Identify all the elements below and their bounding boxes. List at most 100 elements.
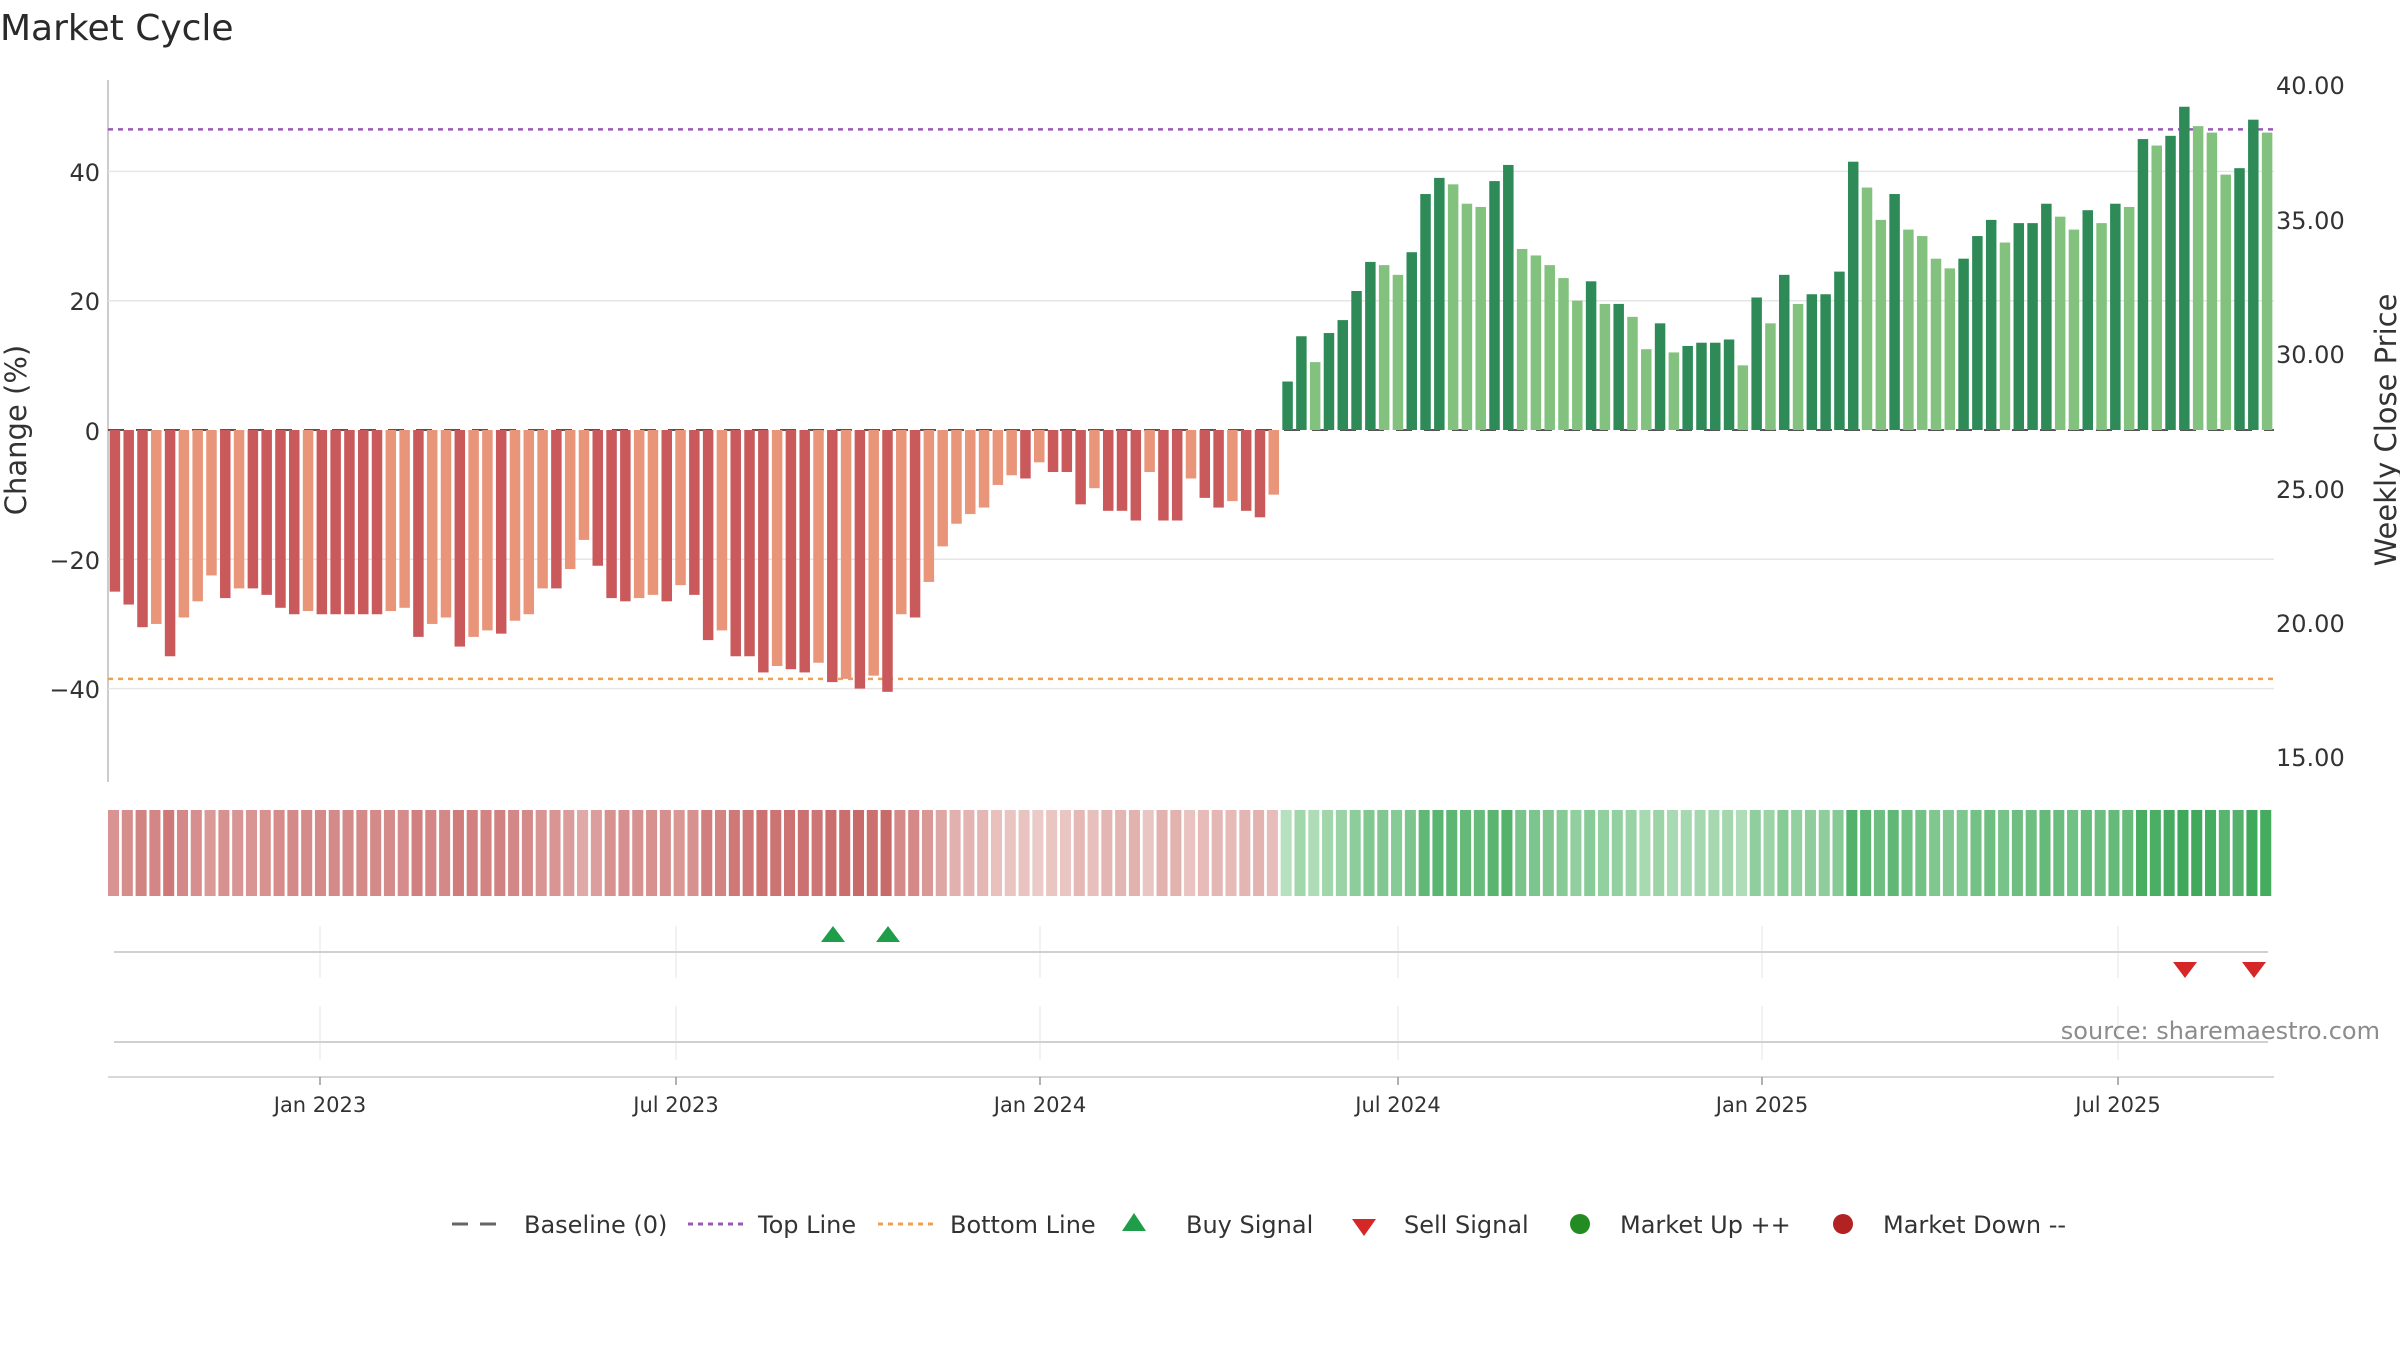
heat-cell <box>1680 810 1692 896</box>
y-right-tick: 40.00 <box>2276 72 2345 100</box>
heat-cell <box>632 810 644 896</box>
heat-cell <box>1377 810 1389 896</box>
legend-market-up-marker <box>1570 1214 1590 1234</box>
change-bar <box>1075 430 1086 505</box>
change-bar <box>2248 119 2259 431</box>
change-bar <box>261 430 272 595</box>
y-left-tick: 20 <box>69 288 100 316</box>
change-bar <box>399 430 410 608</box>
heat-cell <box>2080 810 2092 896</box>
change-bar <box>606 430 617 599</box>
change-bar <box>1806 294 1818 430</box>
heat-cell <box>1197 810 1209 896</box>
change-bar <box>1585 281 1597 430</box>
change-bar <box>1668 352 1680 430</box>
heat-cell <box>1087 810 1099 896</box>
legend: Baseline (0) Top Line Bottom Line Buy Si… <box>452 1211 2066 1239</box>
legend-market-up-label: Market Up ++ <box>1620 1211 1791 1239</box>
change-bar <box>716 430 728 631</box>
change-bar <box>1641 349 1652 430</box>
heat-cell <box>659 810 671 896</box>
heat-cell <box>370 810 382 896</box>
heat-cell <box>1929 810 1941 896</box>
change-bar <box>744 430 755 657</box>
y-left-axis-title: Change (%) <box>0 345 33 515</box>
heat-cell <box>825 810 837 896</box>
change-bar <box>1392 274 1404 430</box>
change-bar <box>647 430 659 595</box>
heat-cell <box>287 810 299 896</box>
heat-cell <box>135 810 147 896</box>
change-bar <box>1847 161 1859 430</box>
heat-cell <box>273 810 285 896</box>
change-bar <box>909 430 921 618</box>
heat-cell <box>439 810 451 896</box>
change-bar <box>1613 303 1624 430</box>
change-bar <box>1489 181 1500 430</box>
change-bar <box>2234 168 2245 431</box>
heat-cell <box>2025 810 2037 896</box>
heat-cell <box>866 810 878 896</box>
change-bar <box>2179 106 2190 430</box>
change-bar <box>785 430 797 670</box>
heat-cell <box>1639 810 1651 896</box>
change-bar <box>978 430 990 508</box>
change-bar <box>1144 430 1155 473</box>
change-bar <box>192 430 203 602</box>
heat-cell <box>1059 810 1071 896</box>
legend-bottom-line-label: Bottom Line <box>950 1211 1096 1239</box>
heat-cell <box>2039 810 2051 896</box>
change-bar <box>1834 271 1845 430</box>
change-bar <box>220 430 231 599</box>
heat-cell <box>245 810 257 896</box>
heat-cell <box>646 810 658 896</box>
change-bar <box>1751 297 1762 430</box>
heat-cell <box>1170 810 1182 896</box>
x-date-tick: Jul 2025 <box>2073 1093 2160 1117</box>
change-bar <box>2206 132 2218 431</box>
heat-cell <box>1253 810 1265 896</box>
axis-ticks <box>319 1077 2119 1085</box>
heat-cell <box>1142 810 1154 896</box>
heat-cell <box>1418 810 1430 896</box>
change-bar <box>1268 430 1280 495</box>
change-bar <box>1102 430 1114 511</box>
change-bar <box>537 430 548 589</box>
heat-cell <box>1749 810 1761 896</box>
change-bar <box>2151 145 2162 431</box>
change-bar <box>164 430 176 657</box>
heat-cell <box>1294 810 1306 896</box>
heat-cell <box>2108 810 2120 896</box>
change-bar <box>799 430 810 673</box>
heat-cell <box>935 810 947 896</box>
heat-cell <box>425 810 437 896</box>
legend-top-line-label: Top Line <box>757 1211 856 1239</box>
heat-cell <box>1266 810 1278 896</box>
heat-cell <box>2177 810 2189 896</box>
change-bar <box>1723 339 1735 430</box>
change-bar <box>371 430 383 615</box>
heat-cell <box>163 810 175 896</box>
heat-cell <box>1984 810 1996 896</box>
change-bar <box>1916 236 1928 430</box>
change-bar <box>123 430 134 605</box>
heat-cell <box>2163 810 2175 896</box>
heat-cell <box>2067 810 2079 896</box>
change-bar <box>1930 258 1942 430</box>
heat-cell <box>852 810 865 896</box>
change-bar <box>1020 430 1031 479</box>
heat-cell <box>990 810 1002 896</box>
change-bar <box>2068 229 2080 430</box>
cycle-heat-strip <box>108 810 2272 896</box>
change-bar <box>385 430 397 612</box>
heat-cell <box>1460 810 1472 896</box>
change-bar <box>1351 291 1362 430</box>
change-bar <box>2082 210 2093 430</box>
heat-cell <box>383 810 395 896</box>
change-bar <box>771 430 783 666</box>
change-bar <box>827 430 838 683</box>
change-bar <box>1820 294 1831 430</box>
change-bar <box>2123 206 2135 430</box>
change-bar <box>1378 265 1390 430</box>
change-bar <box>344 430 355 615</box>
